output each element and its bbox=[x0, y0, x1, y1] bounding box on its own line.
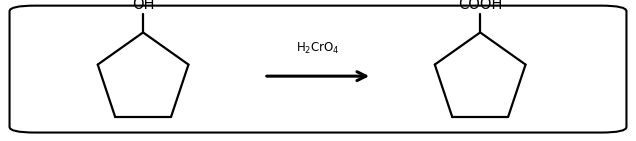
Text: H$_2$CrO$_4$: H$_2$CrO$_4$ bbox=[296, 41, 340, 56]
Text: OH: OH bbox=[132, 0, 155, 12]
Text: COOH: COOH bbox=[458, 0, 502, 12]
